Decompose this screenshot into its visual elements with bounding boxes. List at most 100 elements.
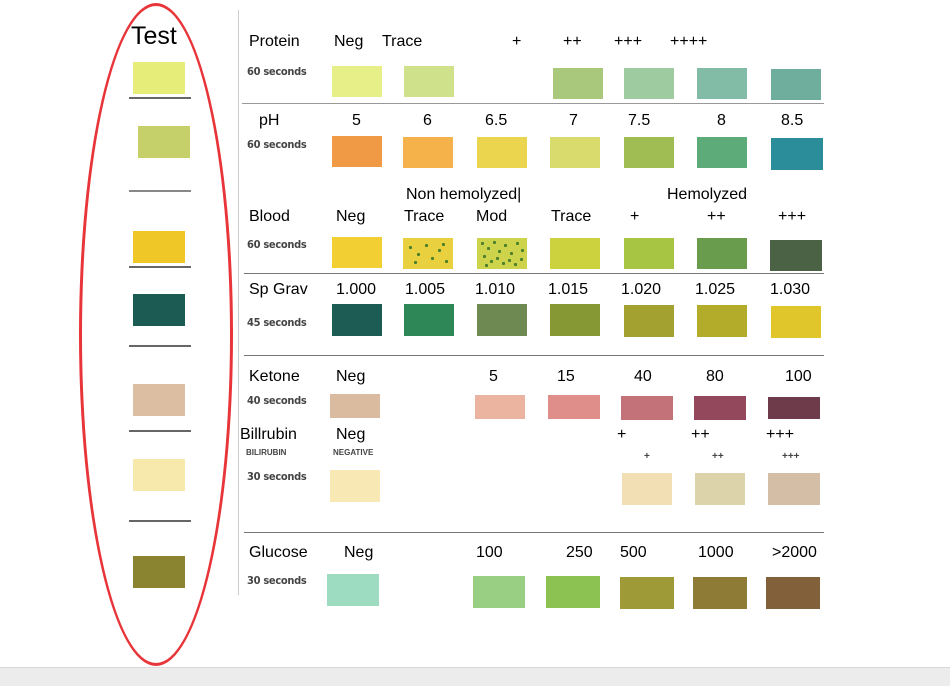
color-swatch <box>332 237 382 268</box>
level-label: 1.005 <box>405 281 446 298</box>
level-label: +++ <box>614 33 643 50</box>
row-label: Sp Grav <box>249 281 308 298</box>
color-swatch <box>624 238 674 269</box>
strip-pad-3 <box>133 231 185 263</box>
color-swatch <box>475 395 525 419</box>
color-swatch <box>697 305 747 337</box>
level-label: Neg <box>344 544 374 561</box>
color-swatch <box>771 69 821 100</box>
color-swatch <box>694 396 746 420</box>
color-swatch <box>697 137 747 168</box>
color-swatch <box>330 470 380 502</box>
color-swatch <box>477 137 527 168</box>
color-swatch <box>550 304 600 336</box>
level-label: 6.5 <box>485 112 508 129</box>
color-swatch <box>620 577 674 609</box>
level-label: 1.010 <box>475 281 516 298</box>
printed-level-label: ++ <box>712 451 724 462</box>
strip-pad-7 <box>133 556 185 588</box>
strip-divider <box>129 190 191 192</box>
color-swatch <box>771 138 823 170</box>
level-label: Trace <box>551 208 592 225</box>
level-label: 100 <box>785 368 812 385</box>
level-label: ++++ <box>670 33 708 50</box>
level-label: Trace <box>382 33 423 50</box>
row-time: 45 seconds <box>247 316 307 329</box>
row-label: pH <box>259 112 280 129</box>
color-swatch <box>553 68 603 99</box>
color-swatch <box>473 576 525 608</box>
color-swatch <box>404 304 454 336</box>
level-label: 1.015 <box>548 281 589 298</box>
level-label: >2000 <box>772 544 817 561</box>
level-label: Neg <box>336 208 366 225</box>
row-time: 30 seconds <box>247 574 307 587</box>
strip-pad-6 <box>133 459 185 491</box>
level-label: Mod <box>476 208 508 225</box>
bottom-status-bar <box>0 667 950 686</box>
chart-left-edge <box>238 10 239 595</box>
row-divider <box>242 103 824 104</box>
level-label: ++ <box>707 208 726 225</box>
level-label: 500 <box>620 544 647 561</box>
color-swatch-speckled <box>477 238 527 269</box>
color-swatch <box>327 574 379 606</box>
strip-divider <box>129 520 191 522</box>
color-swatch <box>550 137 600 168</box>
level-label: 5 <box>352 112 361 129</box>
strip-pad-1 <box>133 62 185 94</box>
color-swatch <box>695 473 745 505</box>
color-swatch <box>622 473 672 505</box>
color-swatch-speckled <box>403 238 453 269</box>
color-swatch <box>624 68 674 99</box>
row-label: Protein <box>249 33 300 50</box>
color-swatch <box>548 395 600 419</box>
strip-divider <box>129 97 191 99</box>
group-label-hemolyzed: Hemolyzed <box>667 186 748 203</box>
color-swatch <box>332 136 382 167</box>
level-label: Neg <box>336 426 366 443</box>
color-swatch <box>624 305 674 337</box>
strip-pad-4 <box>133 294 185 326</box>
color-swatch <box>332 66 382 97</box>
row-divider <box>244 273 824 274</box>
level-label: 1.030 <box>770 281 811 298</box>
level-label: Neg <box>334 33 364 50</box>
row-time: 40 seconds <box>247 394 307 407</box>
level-label: 15 <box>557 368 575 385</box>
row-time: 60 seconds <box>247 238 307 251</box>
row-label: Blood <box>249 208 290 225</box>
strip-pad-5 <box>133 384 185 416</box>
level-label: 80 <box>706 368 724 385</box>
color-swatch <box>697 68 747 99</box>
strip-title: Test <box>131 22 177 50</box>
level-label: 1000 <box>698 544 734 561</box>
level-label: + <box>617 426 627 443</box>
level-sublabel: NEGATIVE <box>333 448 374 457</box>
level-label: +++ <box>778 208 807 225</box>
level-label: 100 <box>476 544 503 561</box>
printed-level-label: +++ <box>782 451 800 462</box>
level-label: 40 <box>634 368 652 385</box>
level-label: + <box>630 208 640 225</box>
color-swatch <box>546 576 600 608</box>
color-swatch <box>697 238 747 269</box>
row-divider <box>244 532 824 533</box>
level-label: 250 <box>566 544 593 561</box>
level-label: + <box>512 33 522 50</box>
level-label: 1.000 <box>336 281 377 298</box>
color-swatch <box>768 473 820 505</box>
strip-divider <box>129 345 191 347</box>
row-label: Ketone <box>249 368 300 385</box>
level-label: 7 <box>569 112 578 129</box>
row-sublabel: BILIRUBIN <box>246 448 287 457</box>
level-label: 8.5 <box>781 112 804 129</box>
color-swatch <box>624 137 674 168</box>
color-swatch <box>768 397 820 419</box>
color-swatch <box>550 238 600 269</box>
color-swatch <box>403 137 453 168</box>
level-label: 8 <box>717 112 726 129</box>
color-swatch <box>770 240 822 271</box>
color-swatch <box>330 394 380 418</box>
color-swatch <box>693 577 747 609</box>
